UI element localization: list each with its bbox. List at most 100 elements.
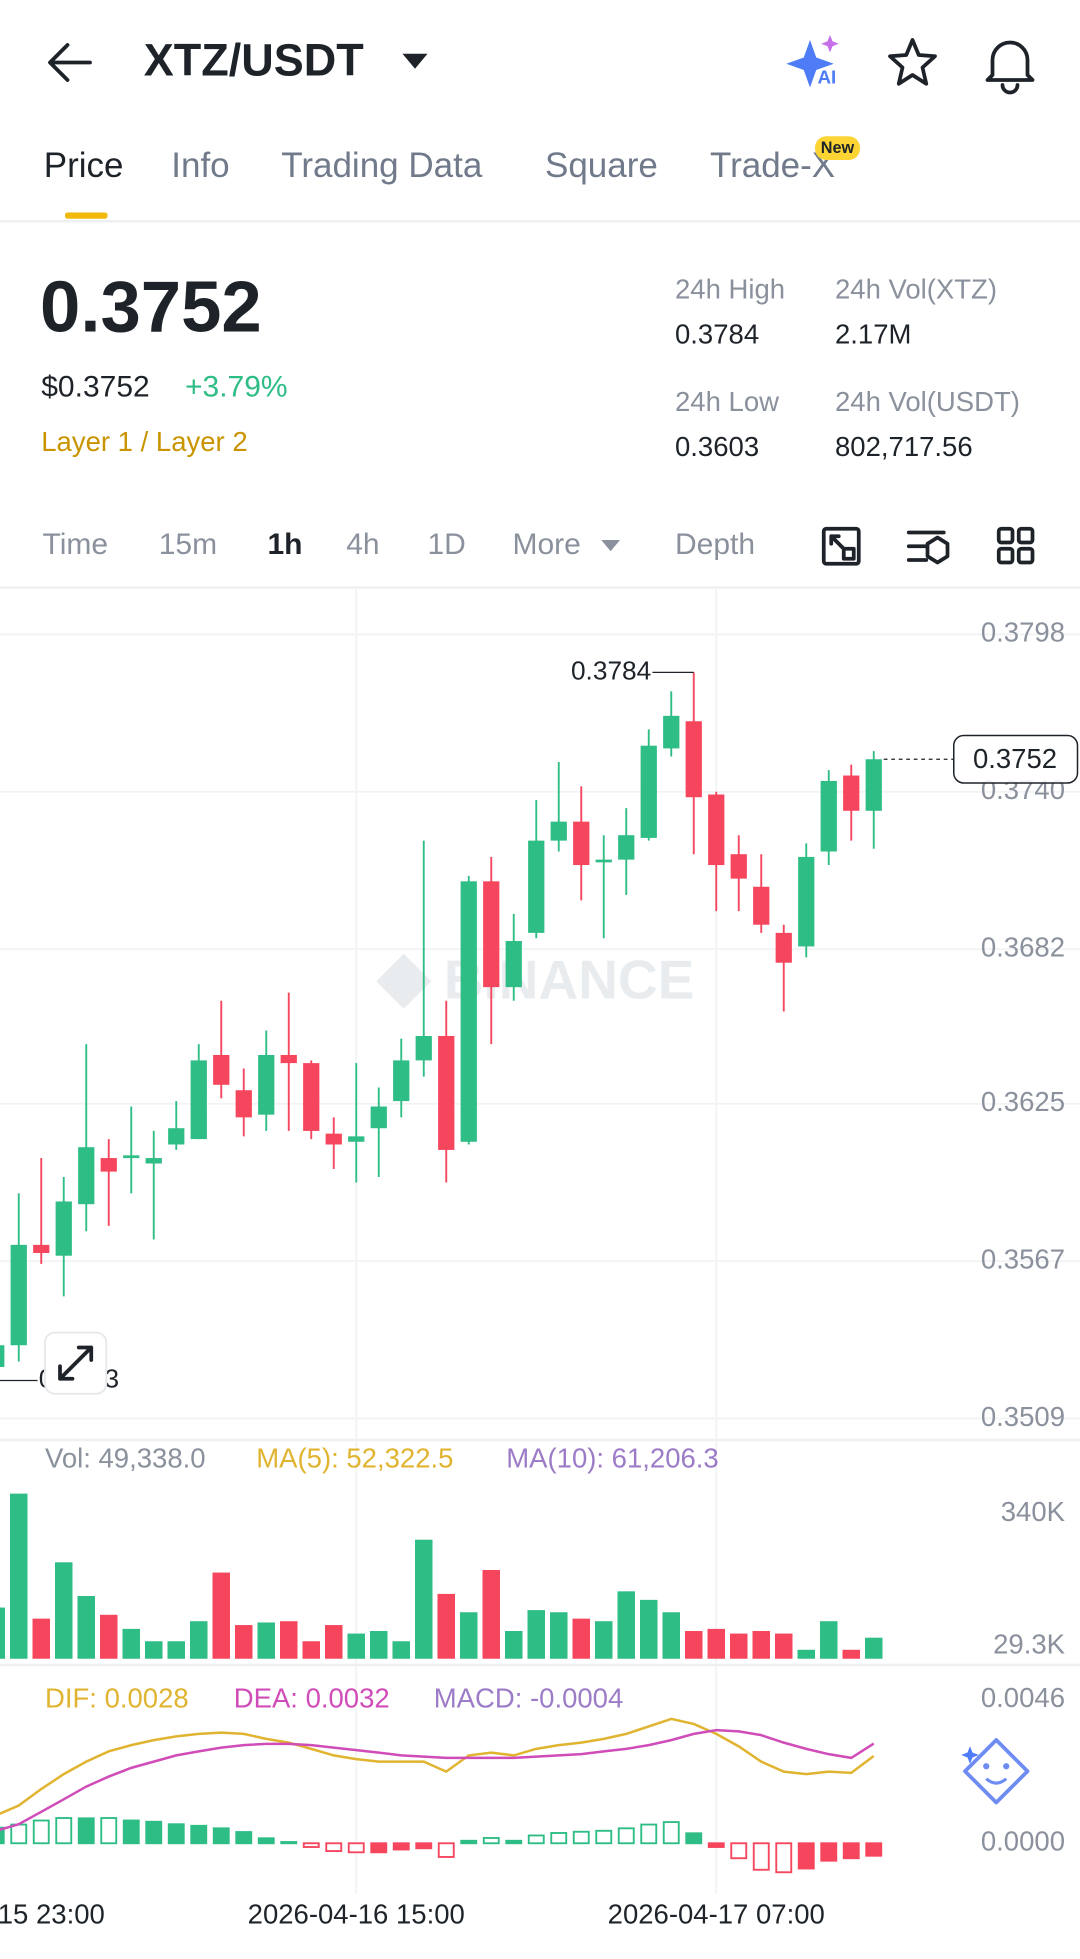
high-label: 0.3784 bbox=[571, 655, 651, 685]
candle-body bbox=[168, 1128, 185, 1145]
macd-bar bbox=[347, 1842, 365, 1854]
category-tags[interactable]: Layer 1 / Layer 2 bbox=[41, 426, 247, 457]
more-caret bbox=[601, 540, 620, 552]
usd-price: $0.3752 bbox=[41, 371, 149, 404]
price-change: +3.79% bbox=[185, 371, 288, 404]
candle-body bbox=[640, 745, 657, 838]
ai-sparkle bbox=[786, 40, 834, 88]
volume-bar bbox=[235, 1625, 253, 1659]
candle-body bbox=[370, 1106, 387, 1129]
interval[interactable]: 15m bbox=[159, 528, 217, 561]
macd-bar bbox=[550, 1832, 568, 1845]
macd-bar bbox=[617, 1827, 635, 1845]
macd-bar bbox=[145, 1820, 163, 1845]
stat-value: 802,717.56 bbox=[835, 431, 973, 462]
ai-button[interactable]: AI bbox=[786, 35, 839, 88]
macd-bar bbox=[662, 1821, 680, 1845]
ma5-legend: MA(5): 52,322.5 bbox=[256, 1442, 453, 1473]
interval[interactable]: Depth bbox=[675, 528, 755, 561]
expand-button[interactable] bbox=[44, 1331, 108, 1395]
interval[interactable]: More bbox=[513, 528, 581, 561]
active-tab-indicator bbox=[65, 212, 108, 219]
macd-bar bbox=[280, 1841, 298, 1845]
tool-indicators[interactable] bbox=[906, 530, 950, 565]
candle-body bbox=[528, 840, 545, 933]
last-price-box bbox=[953, 734, 1079, 784]
candle-body bbox=[78, 1147, 95, 1205]
volume-tick-label: 29.3K bbox=[993, 1629, 1066, 1660]
macd-tick-label: 0.0046 bbox=[981, 1682, 1065, 1713]
interval[interactable]: 1h bbox=[268, 528, 303, 561]
candle-body bbox=[145, 1158, 162, 1164]
favorite-button[interactable] bbox=[888, 38, 937, 86]
macd-bar bbox=[685, 1832, 703, 1845]
macd-bar bbox=[0, 1826, 5, 1845]
interval[interactable]: Time bbox=[43, 528, 109, 561]
candle-body bbox=[483, 881, 500, 988]
candle-body bbox=[213, 1054, 230, 1085]
candle-body bbox=[663, 715, 680, 749]
alert-button[interactable] bbox=[985, 40, 1035, 95]
candle-body bbox=[33, 1244, 50, 1254]
assistant-button[interactable] bbox=[961, 1738, 1030, 1805]
tab[interactable]: Price bbox=[44, 146, 124, 185]
volume-bar bbox=[797, 1649, 815, 1659]
volume-bar bbox=[415, 1539, 433, 1659]
candle-body bbox=[10, 1244, 27, 1346]
candle-body bbox=[798, 856, 815, 947]
volume-bar bbox=[212, 1572, 230, 1659]
volume-bar bbox=[685, 1631, 703, 1659]
tool-layout[interactable] bbox=[996, 526, 1035, 565]
volume-bar bbox=[482, 1570, 500, 1659]
macd-bar bbox=[482, 1837, 500, 1845]
macd-bar bbox=[797, 1842, 815, 1870]
candle-body bbox=[775, 932, 792, 963]
tool-fullscreen[interactable] bbox=[821, 526, 861, 566]
x-tick-label: 2026-04-17 07:00 bbox=[608, 1899, 825, 1930]
volume-bar bbox=[302, 1641, 320, 1659]
volume-bar bbox=[527, 1610, 545, 1659]
volume-bar bbox=[595, 1621, 613, 1659]
ma10-legend: MA(10): 61,206.3 bbox=[506, 1442, 718, 1473]
candle-body bbox=[438, 1035, 455, 1150]
tab[interactable]: Info bbox=[171, 146, 229, 185]
tab[interactable]: Trading Data bbox=[281, 146, 483, 185]
candle-body bbox=[415, 1035, 432, 1061]
candle-body bbox=[595, 859, 612, 863]
macd-bar bbox=[302, 1842, 320, 1848]
stat-label: 24h Low bbox=[675, 386, 779, 417]
back-button[interactable] bbox=[48, 43, 92, 82]
macd-bar bbox=[865, 1842, 883, 1857]
volume-bar bbox=[775, 1633, 793, 1659]
macd-bar bbox=[10, 1823, 28, 1845]
candle-body bbox=[280, 1054, 297, 1064]
tab[interactable]: Square bbox=[545, 146, 658, 185]
candle-body bbox=[123, 1155, 140, 1159]
candle-body bbox=[843, 775, 860, 811]
pair-dropdown[interactable] bbox=[402, 53, 428, 69]
tab[interactable]: Trade-X bbox=[710, 146, 835, 185]
interval[interactable]: 1D bbox=[428, 528, 466, 561]
candle-body bbox=[505, 941, 522, 988]
y-tick-label: 0.3625 bbox=[981, 1086, 1065, 1117]
pair-title[interactable]: XTZ/USDT bbox=[144, 35, 364, 86]
y-tick-label: 0.3798 bbox=[981, 617, 1065, 648]
volume-bar bbox=[347, 1633, 365, 1659]
volume-legend: Vol: 49,338.0 bbox=[45, 1442, 206, 1473]
interval[interactable]: 4h bbox=[346, 528, 379, 561]
last-price-label: 0.3752 bbox=[973, 743, 1057, 774]
volume-bar bbox=[640, 1599, 658, 1659]
macd-bar bbox=[415, 1842, 433, 1850]
candle-body bbox=[393, 1060, 410, 1102]
macd-bar bbox=[122, 1819, 140, 1845]
volume-bar bbox=[842, 1649, 860, 1659]
volume-bar bbox=[257, 1622, 275, 1659]
macd-bar bbox=[77, 1817, 95, 1845]
x-tick-label: 2026-04-16 15:00 bbox=[248, 1899, 465, 1930]
macd-bar bbox=[392, 1842, 410, 1851]
macd-bar bbox=[325, 1842, 343, 1852]
macd-bar bbox=[190, 1824, 208, 1845]
volume-bar bbox=[572, 1618, 590, 1659]
candle-body bbox=[730, 854, 747, 879]
macd-bar bbox=[212, 1827, 230, 1845]
